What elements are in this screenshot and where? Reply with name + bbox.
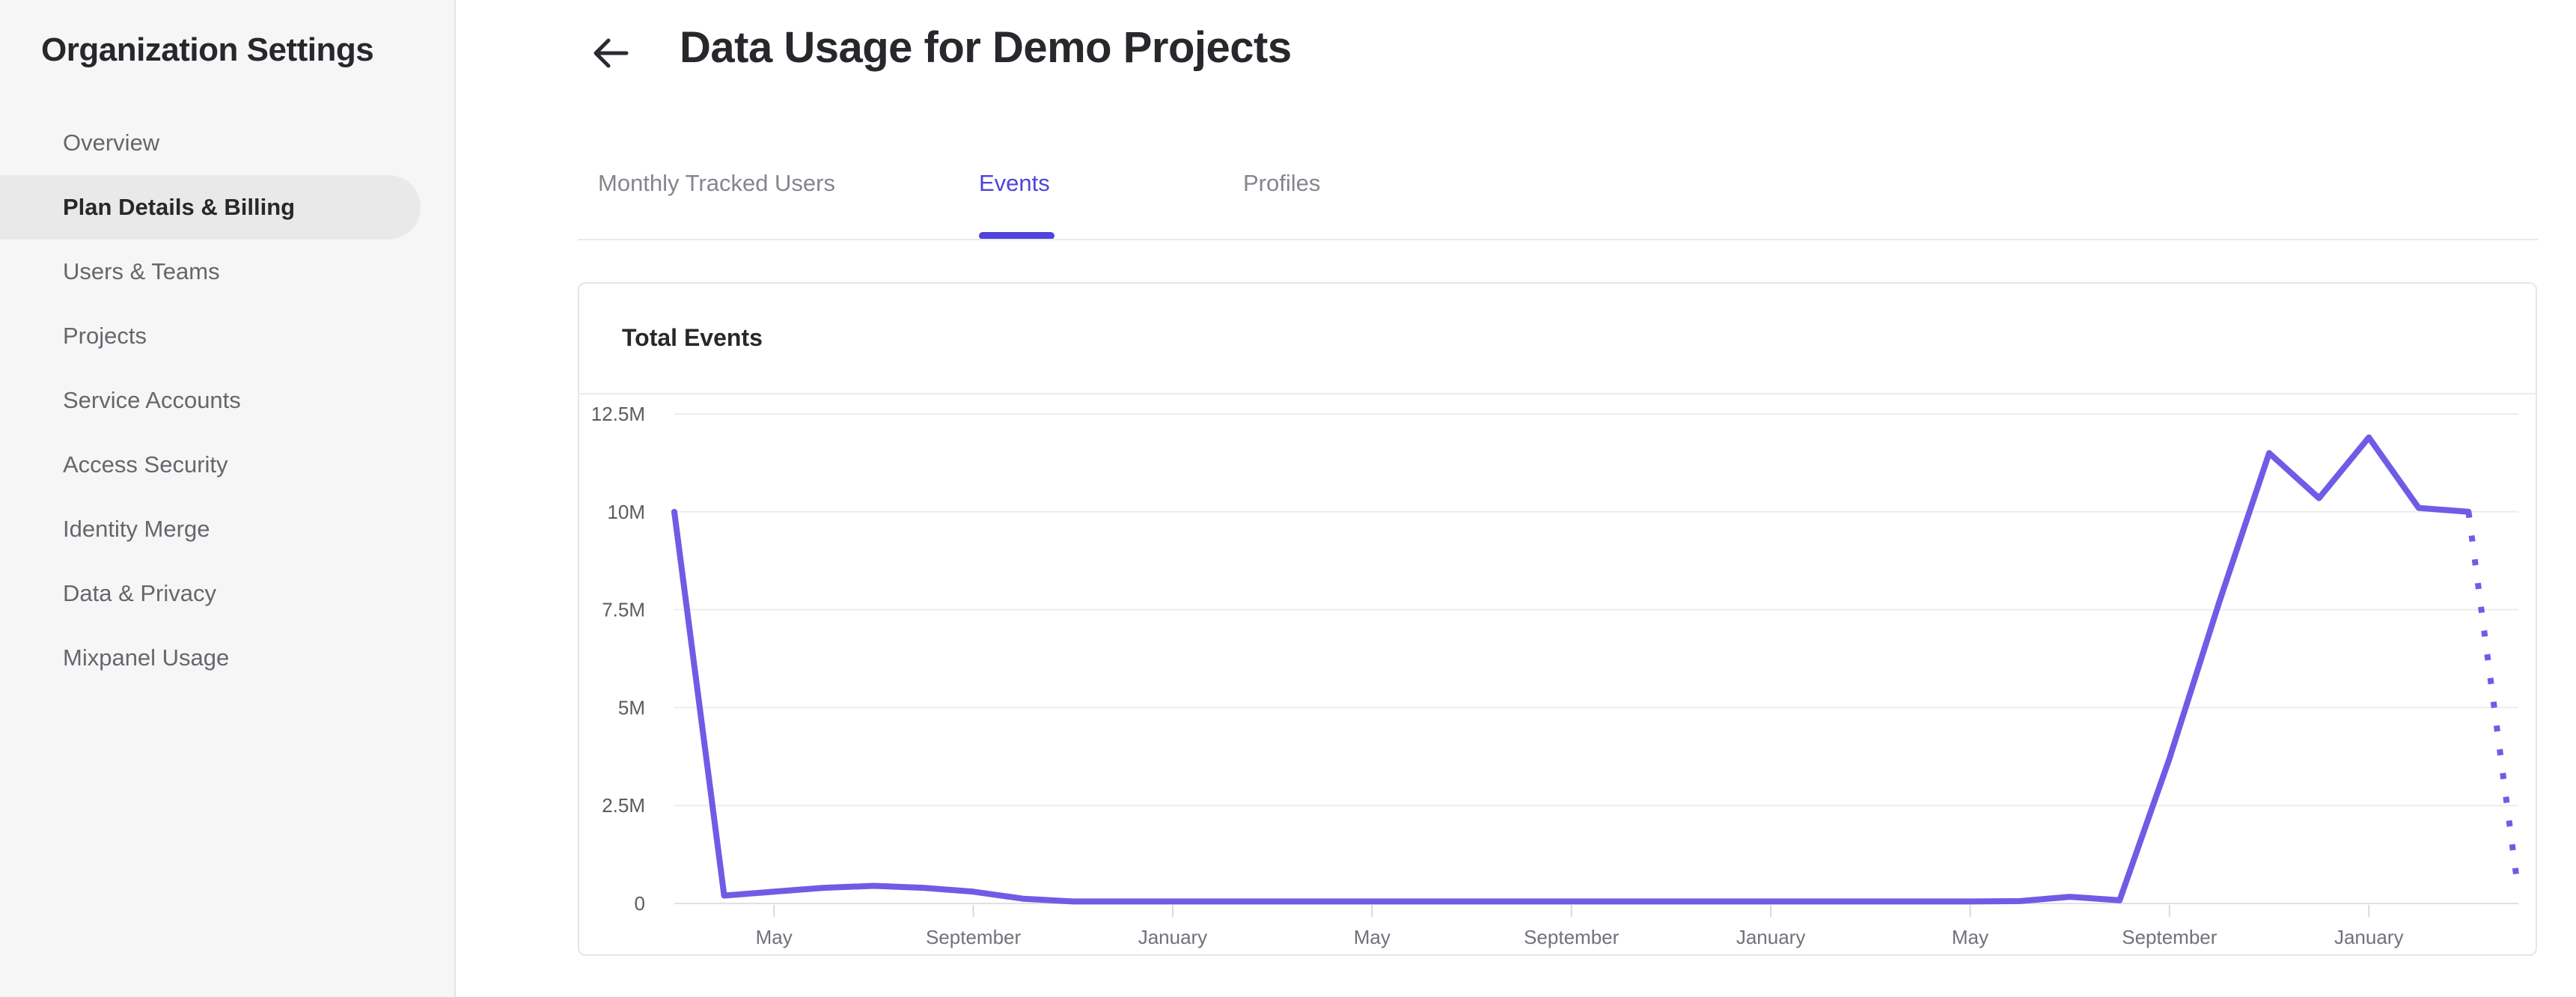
y-axis-label: 7.5M (602, 599, 645, 621)
x-axis-label: September (2122, 926, 2218, 948)
sidebar-item-projects[interactable]: Projects (63, 323, 147, 349)
sidebar-nav: Overview Plan Details & Billing Users & Te… (0, 111, 456, 690)
tab-monthly-tracked-users[interactable]: Monthly Tracked Users (598, 170, 835, 196)
tab-events[interactable]: Events (979, 170, 1050, 196)
sidebar-item-access-security[interactable]: Access Security (63, 451, 228, 478)
x-axis-label: January (1736, 926, 1806, 948)
left-arrow-icon (593, 38, 629, 68)
sidebar-item-mixpanel-usage[interactable]: Mixpanel Usage (63, 644, 230, 671)
tab-divider (578, 239, 2539, 240)
y-axis-label: 10M (607, 501, 645, 523)
x-axis-label: January (1138, 926, 1208, 948)
tab-profiles[interactable]: Profiles (1243, 170, 1321, 196)
sidebar-item-service-accounts[interactable]: Service Accounts (63, 387, 241, 413)
active-tab-underline (979, 232, 1054, 240)
x-axis-label: September (926, 926, 1022, 948)
sidebar: Organization Settings Overview Plan Detai… (0, 0, 456, 997)
x-axis-label: May (756, 926, 793, 948)
page-title: Data Usage for Demo Projects (680, 23, 1292, 72)
x-axis-label: May (1354, 926, 1391, 948)
y-axis-label: 2.5M (602, 794, 645, 817)
card-title: Total Events (622, 324, 763, 351)
x-axis-label: May (1952, 926, 1989, 948)
total-events-projection-dotted (2465, 511, 2521, 892)
total-events-line-chart[interactable]: 12.5M 10M 7.5M 5M 2.5M 0 May September January Ma… (579, 284, 2539, 957)
sidebar-item-identity-merge[interactable]: Identity Merge (63, 516, 210, 542)
sidebar-title: Organization Settings (41, 31, 374, 68)
sidebar-item-data-privacy[interactable]: Data & Privacy (63, 580, 217, 606)
total-events-card: Total Events 12.5M 10M 7.5M 5M 2.5M 0 May Septe… (578, 282, 2537, 956)
total-events-line (671, 434, 2472, 905)
x-axis-label: September (1524, 926, 1620, 948)
x-axis-label: January (2334, 926, 2404, 948)
y-axis-label: 0 (635, 892, 645, 915)
sidebar-item-overview[interactable]: Overview (63, 129, 160, 156)
y-axis-label: 5M (618, 696, 645, 719)
back-button[interactable] (592, 34, 629, 72)
sidebar-item-users-teams[interactable]: Users & Teams (63, 258, 220, 284)
y-axis-label: 12.5M (591, 403, 645, 425)
sidebar-item-plan-details-billing[interactable]: Plan Details & Billing (0, 175, 421, 240)
card-header: Total Events (579, 284, 2536, 394)
